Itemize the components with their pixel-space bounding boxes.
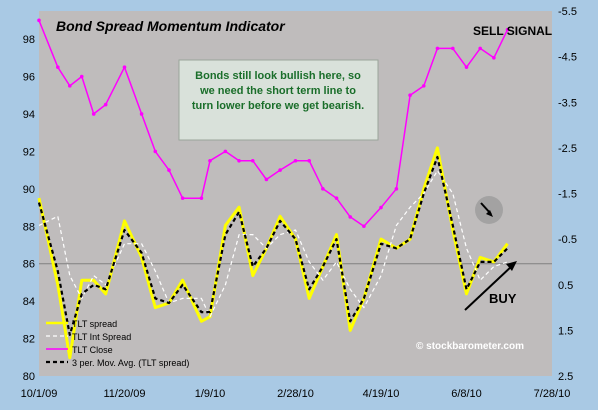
data-point (250, 158, 255, 163)
y-left-tick-label: 98 (23, 34, 35, 46)
x-tick-label: 1/9/10 (195, 388, 226, 400)
series-line (37, 155, 509, 336)
data-point (79, 74, 84, 79)
data-point (264, 177, 269, 182)
series-layer (37, 18, 510, 360)
data-point (348, 215, 353, 219)
y-right-tick-label: -4.5 (558, 52, 577, 64)
data-point (478, 46, 482, 51)
y-right-tick-label: 2.5 (558, 371, 573, 383)
data-point (56, 65, 60, 69)
y-left-tick-label: 96 (23, 72, 35, 84)
data-point (451, 46, 455, 51)
data-point (167, 168, 171, 172)
legend-label: TLT Int Spread (72, 332, 131, 342)
y-left-tick-label: 92 (23, 146, 35, 158)
data-point (394, 187, 399, 191)
y-right-tick-label: -0.5 (558, 234, 577, 246)
sell-signal-label: SELL SIGNAL (473, 24, 552, 38)
series-line (38, 170, 508, 318)
data-point (362, 224, 366, 229)
data-point (180, 196, 185, 200)
y-right-ticks: 2.5 1.5 0.5 -0.5 -1.5 -2.5 -3.5 -4.5 -5.5 (558, 6, 577, 383)
buy-arrow-head (506, 261, 517, 271)
data-point (307, 158, 311, 163)
y-left-ticks: 80 82 84 86 88 90 92 94 96 98 (23, 34, 35, 383)
x-tick-label: 11/20/09 (103, 388, 145, 400)
data-point (278, 168, 282, 172)
legend-label: TLT spread (72, 319, 117, 329)
data-point (139, 112, 144, 116)
data-point (208, 158, 212, 163)
x-tick-label: 2/28/10 (277, 388, 314, 400)
y-right-tick-label: -3.5 (558, 97, 577, 109)
y-left-tick-label: 88 (23, 221, 35, 233)
data-point (464, 65, 469, 69)
x-tick-label: 4/19/10 (363, 388, 400, 400)
data-point (321, 187, 325, 191)
x-tick-label: 7/28/10 (534, 388, 571, 400)
buy-label: BUY (489, 291, 517, 306)
data-point (67, 84, 72, 88)
data-point (379, 205, 383, 210)
data-point (91, 112, 96, 116)
data-point (505, 27, 510, 32)
watermark: © stockbarometer.com (416, 341, 524, 352)
y-right-tick-label: -2.5 (558, 143, 577, 155)
y-left-tick-label: 80 (23, 371, 35, 383)
y-right-tick-label: 0.5 (558, 280, 573, 292)
y-left-tick-label: 90 (23, 184, 35, 196)
data-point (37, 18, 41, 23)
buy-arrow (464, 264, 514, 311)
y-left-tick-label: 84 (23, 296, 35, 308)
legend: TLT spread TLT Int Spread TLT Close 3 per. … (46, 319, 189, 368)
highlight-circle (475, 196, 503, 224)
data-point (435, 46, 440, 51)
data-point (153, 149, 158, 154)
y-left-tick-label: 94 (23, 109, 35, 121)
data-point (237, 158, 241, 163)
x-tick-label: 6/8/10 (451, 388, 482, 400)
data-point (421, 84, 426, 88)
data-point (492, 55, 496, 60)
annotation-box (178, 59, 379, 141)
y-right-tick-label: -1.5 (558, 189, 577, 201)
annotation-line-1: Bonds still look bullish here, so (195, 70, 361, 82)
data-point (293, 158, 298, 163)
data-point (199, 196, 204, 200)
series-line (38, 20, 509, 228)
legend-label: TLT Close (72, 345, 113, 355)
data-point (122, 65, 127, 69)
chart-title: Bond Spread Momentum Indicator (56, 18, 286, 34)
x-ticks: 10/1/09 11/20/09 1/9/10 2/28/10 4/19/10 6/8/1… (21, 388, 571, 400)
y-right-tick-label: -5.5 (558, 6, 577, 18)
data-point (103, 102, 108, 107)
y-left-tick-label: 82 (23, 334, 35, 346)
annotation-line-2: we need the short term line to (199, 85, 356, 97)
data-point (334, 196, 339, 200)
x-tick-label: 10/1/09 (21, 388, 58, 400)
data-point (223, 149, 228, 154)
y-left-tick-label: 86 (23, 259, 35, 271)
y-right-tick-label: 1.5 (558, 325, 573, 337)
data-point (408, 93, 412, 98)
legend-label: 3 per. Mov. Avg. (TLT spread) (72, 358, 189, 368)
annotation-line-3: turn lower before we get bearish. (192, 100, 364, 112)
small-arrow-head (486, 210, 493, 217)
